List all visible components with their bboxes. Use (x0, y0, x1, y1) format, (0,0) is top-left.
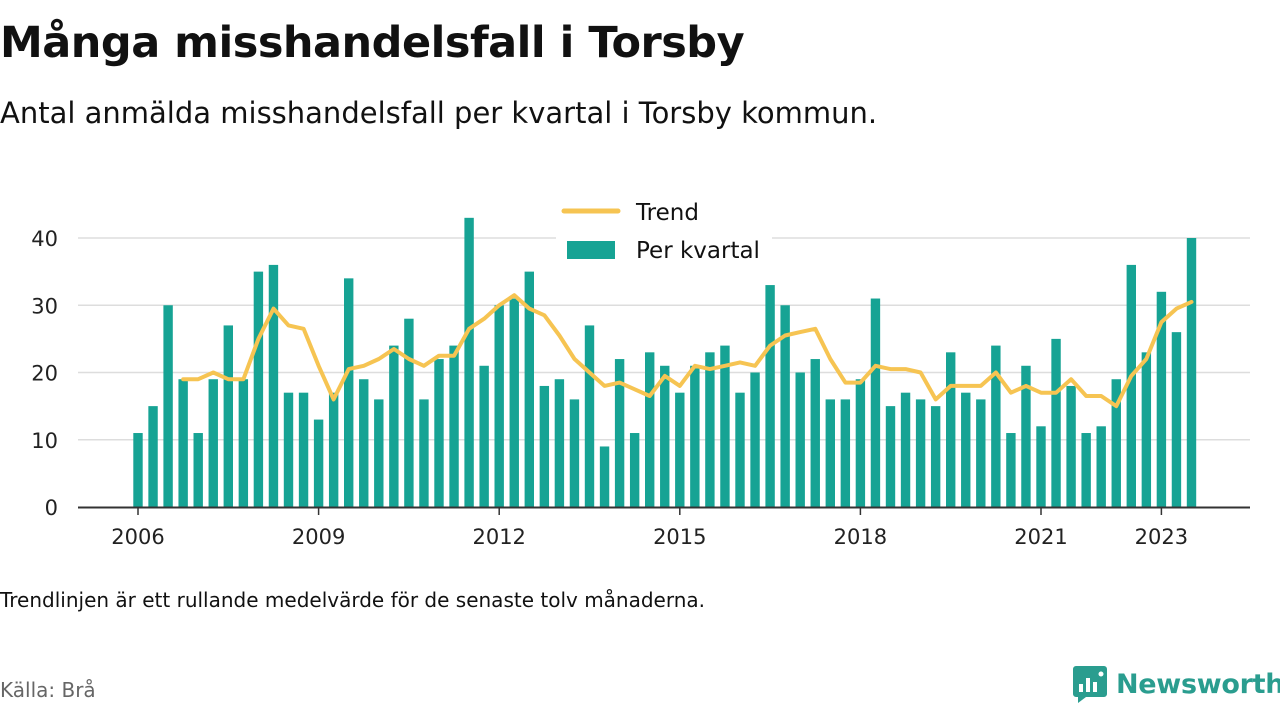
bar (870, 298, 881, 507)
bar (404, 318, 414, 507)
bar (374, 399, 384, 507)
bar (344, 278, 354, 507)
bar (961, 392, 971, 507)
bar (1066, 385, 1076, 507)
bar (193, 433, 203, 507)
bar (539, 385, 550, 507)
x-tick-label: 2006 (111, 525, 164, 549)
bar (705, 352, 715, 507)
bar (735, 392, 745, 507)
bar (855, 379, 866, 507)
chart-footnote: Trendlinjen är ett rullande medelvärde f… (0, 588, 706, 612)
bar (584, 325, 595, 507)
bar (1036, 426, 1046, 507)
legend-bar-swatch (567, 241, 615, 259)
bar (434, 359, 444, 507)
bar (464, 217, 474, 507)
bar (1021, 365, 1031, 507)
bar (569, 399, 580, 507)
bar (690, 365, 700, 507)
bar (359, 379, 369, 507)
bar (283, 392, 294, 507)
bar (991, 345, 1001, 507)
bar (810, 359, 820, 507)
bar (780, 305, 790, 507)
bar (900, 392, 911, 507)
bar (629, 433, 640, 507)
bar (765, 285, 775, 507)
bar (1111, 379, 1121, 507)
x-tick-label: 2021 (1014, 525, 1067, 549)
trend-line-layer (181, 293, 1194, 409)
bar (133, 433, 143, 507)
y-tick-label: 10 (31, 429, 58, 453)
bar (148, 406, 158, 507)
bars (133, 217, 1197, 507)
newsworthy-logo-icon (1073, 666, 1107, 703)
bar (930, 406, 941, 507)
bar (675, 392, 685, 507)
source-credit: Källa: Brå (0, 678, 96, 702)
chart-subtitle: Antal anmälda misshandelsfall per kvarta… (0, 96, 878, 130)
bar (313, 419, 324, 507)
newsworthy-logo[interactable]: Newsworthy (1072, 664, 1280, 704)
bar (1051, 338, 1061, 507)
bar (223, 325, 233, 507)
bar (238, 379, 249, 507)
legend-trend-label: Trend (635, 200, 699, 226)
bar (1096, 426, 1106, 507)
bar (524, 271, 534, 507)
bar (825, 399, 835, 507)
y-tick-label: 30 (31, 294, 58, 318)
bar (795, 372, 805, 507)
bar (253, 271, 264, 507)
x-tick-label: 2018 (834, 525, 887, 549)
bar (1081, 433, 1091, 507)
bar (946, 352, 956, 507)
bar (645, 352, 655, 507)
bar (660, 365, 670, 507)
bar (298, 392, 309, 507)
bar (268, 264, 279, 507)
bar (178, 379, 188, 507)
trend-line (181, 293, 1194, 409)
x-tick-label: 2009 (292, 525, 345, 549)
bar (614, 359, 625, 507)
bar (599, 446, 610, 507)
bar-line-chart: 0 10 20 30 40 2006 2009 2012 2015 2018 2021 2023 Tr… (31, 192, 1250, 549)
brand-name: Newsworthy (1116, 668, 1280, 700)
bar (449, 345, 459, 507)
bar (976, 399, 986, 507)
bar (328, 392, 339, 507)
y-tick-label: 20 (31, 362, 58, 386)
bar (1141, 352, 1152, 507)
bar (1156, 291, 1167, 507)
bar (208, 379, 218, 507)
bar (840, 399, 851, 507)
bar (389, 345, 399, 507)
legend: Trend Per kvartal (556, 192, 772, 268)
bar (1186, 238, 1197, 507)
bar (1006, 433, 1016, 507)
bar (885, 406, 896, 507)
x-tick-label: 2015 (653, 525, 706, 549)
bar (163, 305, 173, 507)
bar (1126, 264, 1136, 507)
bar (1171, 332, 1182, 507)
legend-bar-label: Per kvartal (636, 238, 760, 264)
bar (720, 345, 730, 507)
bar (509, 298, 519, 507)
bar (750, 372, 760, 507)
bar (915, 399, 926, 507)
y-tick-label: 40 (31, 227, 58, 251)
y-tick-label: 0 (45, 496, 58, 520)
axes: 0 10 20 30 40 2006 2009 2012 2015 2018 2021 2023 (31, 227, 1250, 549)
bar (494, 305, 504, 507)
bar (479, 365, 489, 507)
bar (419, 399, 429, 507)
chart-title: Många misshandelsfall i Torsby (0, 18, 745, 68)
x-tick-label: 2012 (472, 525, 525, 549)
bar (554, 379, 565, 507)
x-tick-label: 2023 (1135, 525, 1188, 549)
